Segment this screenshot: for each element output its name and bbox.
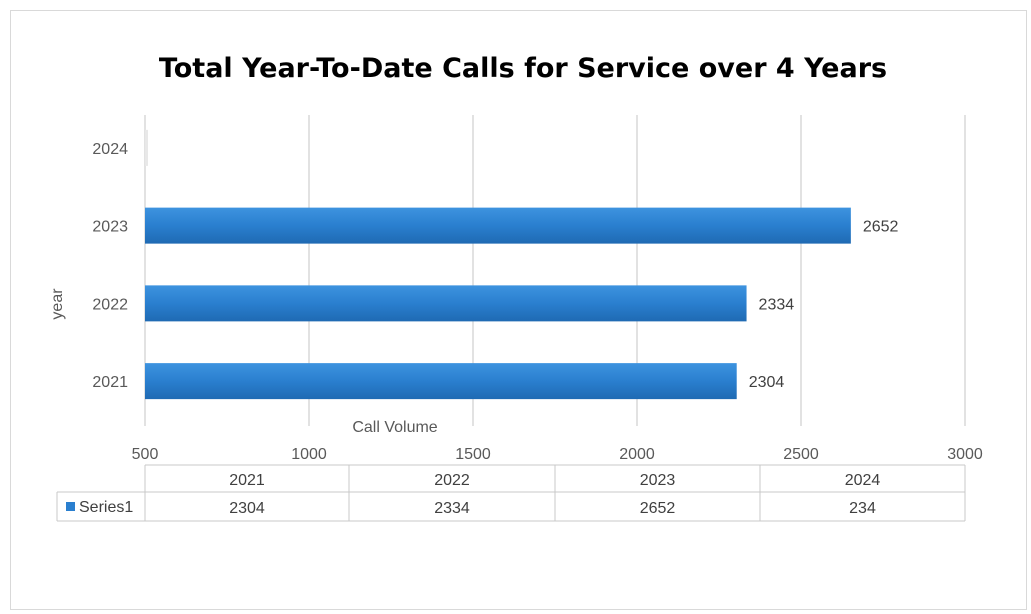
x-tick-labels: 500 1000 1500 2000 2500 3000 — [132, 446, 983, 463]
table-header-cell: 2023 — [640, 472, 676, 489]
bars — [145, 129, 851, 400]
y-tick-label: 2022 — [92, 296, 128, 313]
data-table: 2021 2022 2023 2024 Series1 2304 2334 2652 234 — [56, 464, 966, 522]
x-tick-label: 3000 — [947, 446, 983, 463]
x-axis-label: Call Volume — [352, 419, 437, 436]
table-row-label: Series1 — [79, 499, 133, 516]
y-tick-label: 2021 — [92, 374, 128, 391]
x-tick-label: 1000 — [291, 446, 327, 463]
x-tick-label: 2500 — [783, 446, 819, 463]
x-tick-label: 1500 — [455, 446, 491, 463]
data-label: 2334 — [759, 296, 795, 313]
bar — [145, 285, 747, 322]
y-axis-label: year — [49, 288, 66, 320]
legend-swatch — [66, 502, 75, 511]
y-tick-label: 2023 — [92, 219, 128, 236]
chart-title: Total Year-To-Date Calls for Service ove… — [159, 53, 887, 84]
table-header-cell: 2022 — [434, 472, 470, 489]
y-tick-label: 2024 — [92, 141, 128, 158]
data-label: 2652 — [863, 219, 899, 236]
data-label: 2304 — [749, 374, 785, 391]
x-tick-label: 2000 — [619, 446, 655, 463]
bar — [145, 363, 737, 400]
table-cell: 234 — [849, 500, 876, 517]
table-cell: 2304 — [229, 500, 265, 517]
table-cell: 2652 — [640, 500, 676, 517]
y-tick-labels: 2021 2022 2023 2024 — [92, 141, 128, 391]
table-header-cell: 2021 — [229, 472, 265, 489]
data-labels: 2304 2334 2652 — [749, 219, 899, 392]
table-header-cell: 2024 — [845, 472, 881, 489]
bar — [145, 129, 148, 166]
x-tick-label: 500 — [132, 446, 159, 463]
table-cell: 2334 — [434, 500, 470, 517]
bar — [145, 207, 851, 244]
